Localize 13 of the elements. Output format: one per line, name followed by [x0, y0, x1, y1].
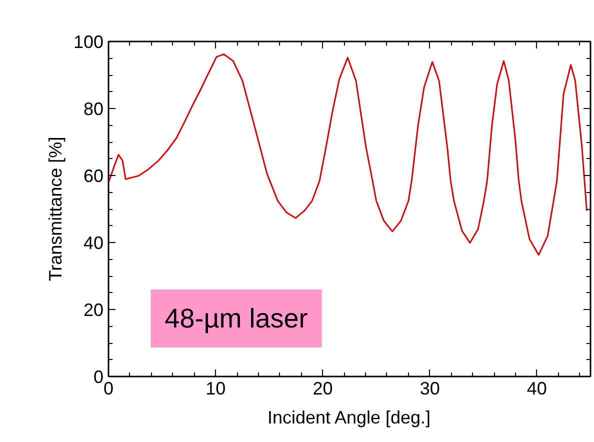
x-axis-title: Incident Angle [deg.]	[267, 408, 431, 428]
x-tick-label: 30	[420, 378, 440, 398]
x-tick-label: 10	[206, 378, 226, 398]
x-tick-label: 40	[526, 378, 547, 398]
annotation: 48-µm laser	[164, 304, 308, 334]
y-tick-label: 20	[83, 300, 104, 320]
y-axis-title: Transmittance [%]	[45, 136, 66, 282]
y-tick-label: 80	[83, 99, 104, 119]
x-tick-label: 20	[312, 378, 333, 398]
y-tick-label: 60	[83, 166, 104, 186]
y-tick-label: 100	[73, 32, 104, 52]
line-series	[108, 53, 588, 256]
y-tick-label: 40	[83, 233, 104, 253]
